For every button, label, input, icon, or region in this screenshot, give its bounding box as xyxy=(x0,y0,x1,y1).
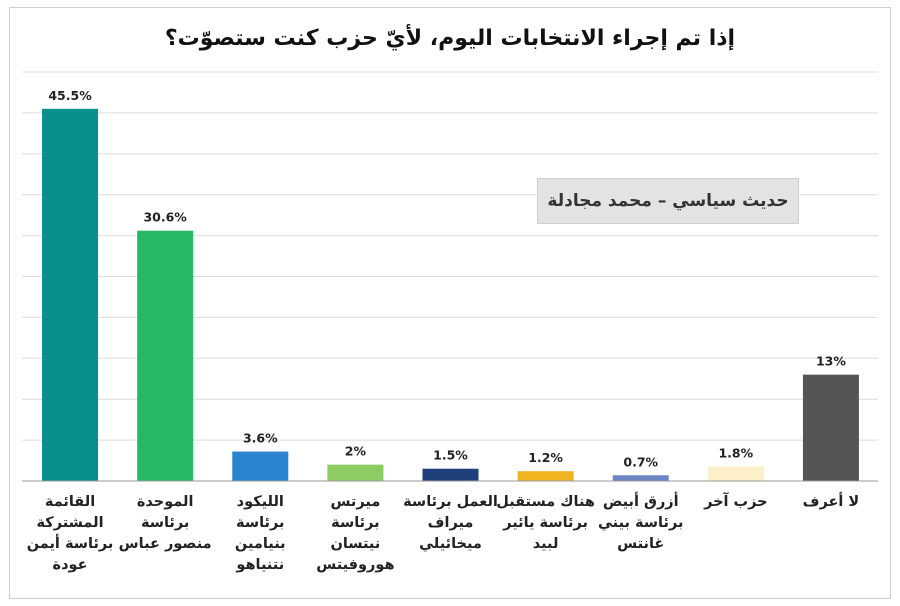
bar-9 xyxy=(802,374,859,481)
bar-1 xyxy=(42,108,99,481)
bar-7 xyxy=(612,475,669,481)
value-label-5: 1.5% xyxy=(433,448,468,463)
value-label-3: 3.6% xyxy=(243,431,278,446)
value-label-8: 1.8% xyxy=(718,445,753,460)
bar-8 xyxy=(707,466,764,481)
bar-5 xyxy=(422,468,479,481)
chart-title: إذا تم إجراء الانتخابات اليوم، لأيّ حزب … xyxy=(164,26,736,51)
value-labels: 45.5% 30.6% 3.6% 2% 1.5% 1.2% 0.7% 1.8% 13% xyxy=(48,88,846,469)
value-label-1: 45.5% xyxy=(48,88,92,103)
bar-3 xyxy=(232,451,289,481)
bar-6 xyxy=(517,471,574,481)
bar-4 xyxy=(327,464,384,481)
bars xyxy=(42,108,859,481)
value-label-2: 30.6% xyxy=(143,210,187,225)
value-label-4: 2% xyxy=(345,444,367,459)
value-label-7: 0.7% xyxy=(623,454,658,469)
author-credit-box: حديث سياسي – محمد مجادلة xyxy=(537,178,799,224)
value-label-6: 1.2% xyxy=(528,450,563,465)
value-label-9: 13% xyxy=(816,354,846,369)
bar-2 xyxy=(137,230,194,481)
